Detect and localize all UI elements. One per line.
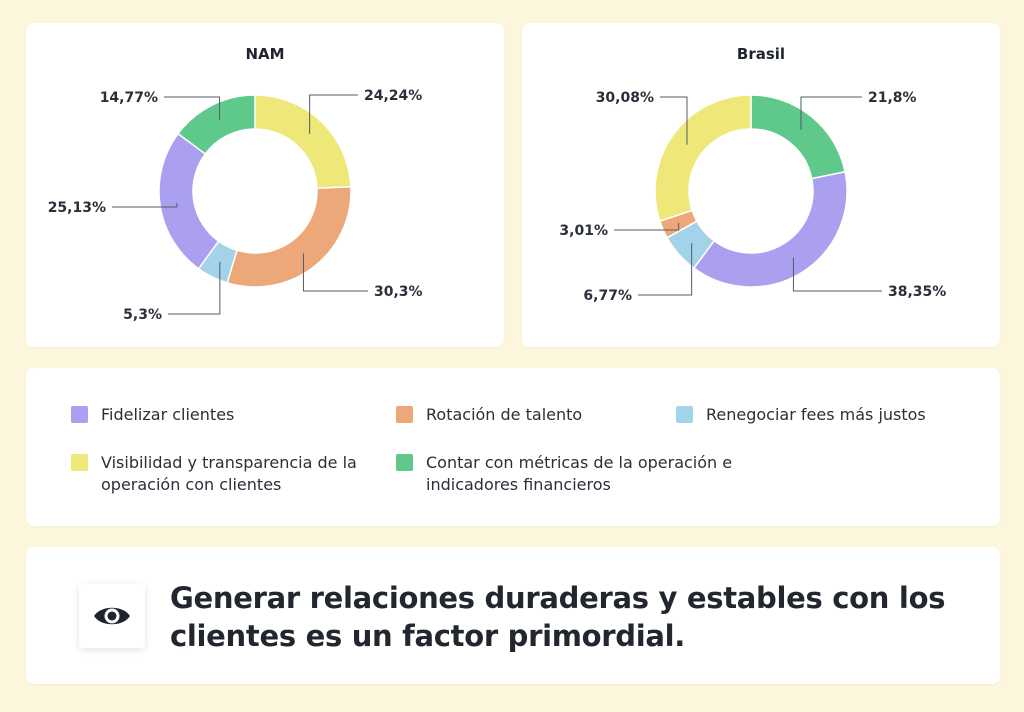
insight-text: Generar relaciones duraderas y estables … bbox=[170, 581, 946, 653]
nam-donut-chart: NAM 24,24% 30,3% 5,3% 25,13% 14,77% bbox=[48, 45, 423, 323]
legend-card: Fidelizar clientes Rotación de talento R… bbox=[26, 368, 1000, 526]
legend-label: Renegociar fees más justos bbox=[706, 405, 926, 424]
data-label: 38,35% bbox=[888, 284, 946, 300]
brasil-donut-chart: Brasil 21,8% 38,35% 6,77% 3,01% 30,08% bbox=[559, 45, 946, 304]
legend-item-renegociar: Renegociar fees más justos bbox=[676, 404, 926, 426]
donut-slice bbox=[158, 132, 220, 270]
leader-line bbox=[302, 253, 368, 292]
legend-label: Visibilidad y transparencia de la operac… bbox=[101, 453, 357, 494]
legend-swatch bbox=[71, 454, 88, 471]
legend-label: Rotación de talento bbox=[426, 405, 583, 424]
legend-item-metricas: Contar con métricas de la operación e in… bbox=[396, 452, 776, 496]
legend-item-visibilidad: Visibilidad y transparencia de la operac… bbox=[71, 452, 381, 496]
data-label: 21,8% bbox=[868, 90, 917, 106]
leader-line bbox=[309, 94, 358, 134]
data-label: 6,77% bbox=[583, 288, 632, 304]
legend-item-fidelizar: Fidelizar clientes bbox=[71, 404, 234, 426]
legend-swatch bbox=[676, 406, 693, 423]
leader-line bbox=[168, 261, 221, 315]
data-label: 25,13% bbox=[48, 200, 106, 216]
donut-slice bbox=[654, 94, 752, 223]
eye-icon-box bbox=[79, 584, 145, 648]
donut-slice bbox=[254, 94, 352, 190]
data-label: 3,01% bbox=[559, 223, 608, 239]
legend-swatch bbox=[71, 406, 88, 423]
leader-line bbox=[638, 243, 693, 296]
legend-swatch bbox=[396, 406, 413, 423]
data-label: 14,77% bbox=[100, 90, 158, 106]
data-label: 30,3% bbox=[374, 284, 423, 300]
data-label: 24,24% bbox=[364, 88, 422, 104]
donut-slice bbox=[176, 94, 256, 156]
leader-line bbox=[164, 96, 221, 121]
leader-line bbox=[614, 222, 680, 231]
leader-line bbox=[792, 257, 882, 292]
donut-slice bbox=[226, 186, 352, 288]
eye-icon bbox=[94, 607, 130, 625]
leader-line bbox=[800, 96, 862, 130]
legend-item-rotacion: Rotación de talento bbox=[396, 404, 582, 426]
leader-line bbox=[660, 96, 688, 145]
data-label: 5,3% bbox=[123, 307, 162, 323]
legend-label: Contar con métricas de la operación e in… bbox=[426, 453, 733, 494]
donut-slice bbox=[750, 94, 846, 180]
insight-card: Generar relaciones duraderas y estables … bbox=[26, 547, 1000, 684]
legend-swatch bbox=[396, 454, 413, 471]
legend-label: Fidelizar clientes bbox=[101, 405, 235, 424]
donut-slice bbox=[692, 170, 848, 288]
brasil-chart-card: Brasil 21,8% 38,35% 6,77% 3,01% 30,08% bbox=[522, 23, 1000, 347]
chart-title: Brasil bbox=[737, 45, 785, 63]
nam-chart-card: NAM 24,24% 30,3% 5,3% 25,13% 14,77% bbox=[26, 23, 504, 347]
data-label: 30,08% bbox=[596, 90, 654, 106]
leader-line bbox=[112, 202, 178, 208]
chart-title: NAM bbox=[245, 45, 284, 63]
